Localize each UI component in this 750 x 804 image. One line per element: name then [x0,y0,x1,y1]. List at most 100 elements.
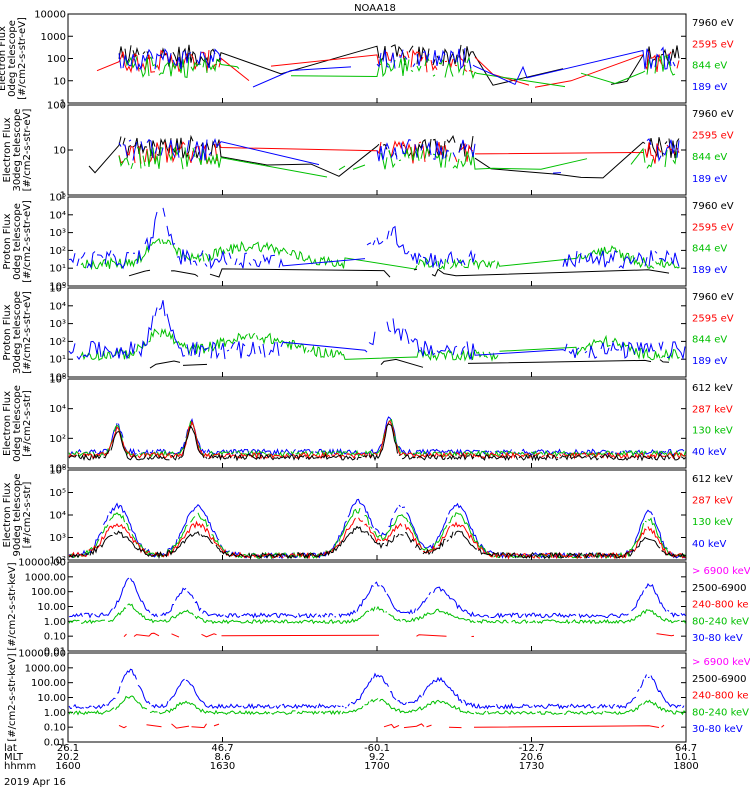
legend-entry: 844 eV [692,244,727,255]
y-label-line: [#/cm2-s-str-keV] [7,562,18,650]
y-label-line: 30deg telescope [12,291,23,374]
y-tick-label: 100 [47,54,66,65]
y-label-line: [#/cm2-s-str] [22,390,33,457]
y-tick-label: 100 [47,101,66,112]
series-trace [128,268,670,278]
y-tick-label: 10⁵ [49,488,66,499]
y-label-line: [#/cm2-s-str-eV] [22,109,33,192]
series-trace [149,358,670,369]
panel-2: 1 10 100 TED Electron Flux 30deg telescope [#/… [0,101,734,202]
y-tick-label: 1000.00 [25,663,66,674]
y-label-line: 0deg telescope [12,385,23,462]
x-tick-label: 26.1 [57,743,79,754]
y-label-line: Electron Flux [2,117,13,182]
y-tick-label: 10.00 [37,602,66,613]
y-label-line: 90deg telescope [12,473,23,556]
legend-entry: 2595 eV [692,313,734,324]
y-tick-label: 0.01 [44,647,66,658]
x-tick-label: 20.6 [520,752,542,763]
panel-6: 10² 10³ 10⁴ 10⁵ 10⁶ MEPED Electron Flux 90deg t… [0,466,733,567]
series-trace [68,603,686,625]
x-row-label: hhmm [4,761,36,772]
legend-entry: 80-240 keV [692,616,749,627]
legend-entry: 189 eV [692,82,727,93]
y-tick-label: 10⁶ [49,466,66,477]
y-label-line: MEPED [0,406,3,441]
y-tick-label: 10³ [49,533,66,544]
x-tick-label: -60.1 [364,743,390,754]
y-label-line: Proton Flux [2,213,13,269]
legend-entry: 40 keV [692,447,726,458]
legend-entry: 7960 eV [692,18,734,29]
series-trace [118,138,680,174]
y-axis-label: [#/cm2-s-str-keV] [7,653,18,741]
legend-entry: 7960 eV [692,201,734,212]
x-tick-label: 10.1 [675,752,697,763]
y-tick-label: 10⁴ [49,210,66,221]
y-tick-label: 10000.00 [18,558,66,569]
y-axis-label: Electron Flux 0deg telescope [#/cm2-s-str-… [0,17,28,100]
y-axis-label: [#/cm2-s-str-keV] [7,562,18,650]
y-label-line: [#/cm2-s-str-eV] [22,291,33,374]
x-tick-label: 64.7 [675,743,697,754]
y-label-line: Electron Flux [0,26,8,91]
chart-title: NOAA18 [354,3,396,14]
y-tick-label: 10³ [49,228,66,239]
legend-entry: 7960 eV [692,109,734,120]
x-row-label: MLT [4,752,24,763]
x-tick-label: 46.7 [211,743,233,754]
y-label-line: 0deg telescope [7,20,18,97]
y-label-line: Electron Flux [2,391,13,456]
y-axis-label: MEPED Electron Flux 0deg telescope [#/cm2-s… [0,385,33,462]
panel-8: 0.01 0.10 1.00 10.00 100.00 1000.00 10000.00[#… [7,649,750,749]
y-label-line: TED [0,140,3,161]
y-tick-label: 0.10 [44,723,66,734]
y-tick-label: 10³ [49,319,66,330]
y-tick-label: 10¹ [49,264,66,275]
legend-entry: 80-240 keV [692,707,749,718]
series-trace [68,525,686,560]
y-tick-label: 10⁶ [49,375,66,386]
x-tick-label: -12.7 [519,743,545,754]
y-tick-label: 10 [53,76,66,87]
y-tick-label: 10² [49,337,66,348]
y-tick-label: 10⁴ [49,511,66,522]
y-tick-label: 100.00 [31,587,66,598]
x-tick-label: 1630 [210,761,235,772]
y-tick-label: 10⁰ [49,373,66,384]
x-tick-label: 9.2 [369,752,385,763]
y-label-line: [#/cm2-s-str] [22,481,33,548]
y-label-line: TED [0,322,3,343]
legend-entry: 2595 eV [692,39,734,50]
y-tick-label: 10² [49,434,66,445]
panel-4: 10⁰ 10¹ 10² 10³ 10⁴ 10⁵ TED Proton Flux 30deg te… [0,284,734,384]
x-tick-label: 1700 [364,761,389,772]
panel-5: 10⁰ 10² 10⁴ 10⁶ MEPED Electron Flux 0deg teles… [0,375,733,475]
legend-entry: 612 keV [692,474,733,485]
x-tick-label: 20.2 [57,752,79,763]
y-label-line: 30deg telescope [12,108,23,191]
series-trace [68,423,686,462]
legend-entry: 2595 eV [692,222,734,233]
y-label-line: [#/cm2-s-str-keV] [7,653,18,741]
y-tick-label: 10² [49,246,66,257]
y-tick-label: 1.00 [44,617,66,628]
y-tick-label: 10⁴ [49,404,66,415]
legend-entry: 30-80 keV [692,724,743,735]
y-tick-label: 1 [60,191,66,202]
y-label-line: TED [0,231,3,252]
series-trace [68,695,686,716]
y-tick-label: 100.00 [31,678,66,689]
y-label-line: [#/cm2-s-str-eV] [22,200,33,283]
x-tick-label: 1800 [673,761,698,772]
legend-entry: 240-800 ke [692,600,749,611]
y-axis-label: TED Electron Flux 30deg telescope [#/cm2-s-… [0,108,33,191]
legend-entry: 2595 eV [692,131,734,142]
legend-entry: 2500-6900 [692,674,747,685]
y-label-line: [#/cm2-s-str-eV] [17,17,28,100]
legend-entry: 130 keV [692,426,733,437]
y-tick-label: 1 [60,99,66,110]
y-label-line: Proton Flux [2,304,13,360]
x-tick-label: 8.6 [215,752,231,763]
